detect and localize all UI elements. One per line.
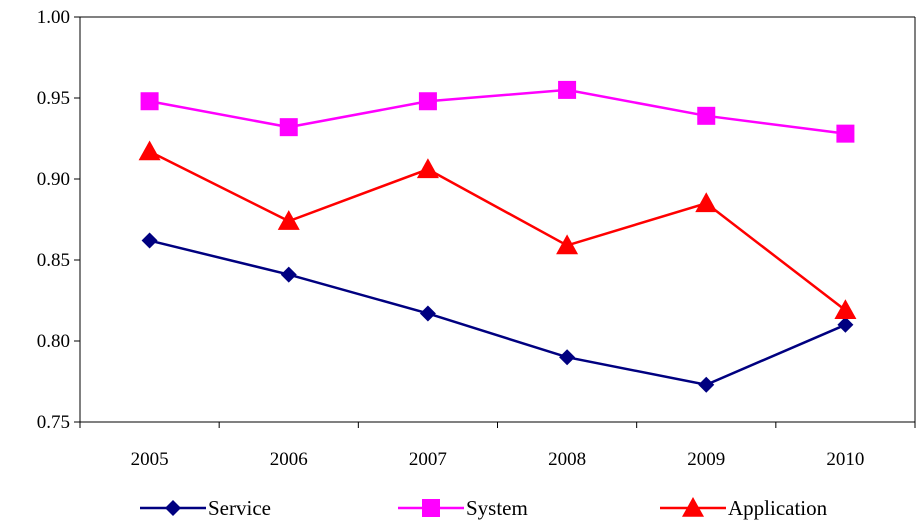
x-tick-label: 2005 bbox=[131, 449, 169, 470]
axes bbox=[79, 16, 916, 423]
data-point-application bbox=[695, 192, 718, 213]
data-point-service bbox=[559, 349, 576, 366]
legend-marker-application bbox=[682, 497, 704, 517]
legend: Service System Application bbox=[140, 496, 828, 520]
y-tick-label: 0.75 bbox=[37, 412, 70, 433]
series-line-service bbox=[149, 239, 846, 387]
y-tick-label: 0.95 bbox=[37, 88, 70, 109]
x-axis-ticks: 2005 2006 2007 2008 2009 2010 bbox=[79, 422, 916, 470]
data-point-system bbox=[697, 106, 716, 125]
x-tick-label: 2009 bbox=[687, 449, 725, 470]
x-tick-label: 2007 bbox=[409, 449, 447, 470]
data-point-application bbox=[556, 234, 579, 255]
data-point-system bbox=[558, 80, 577, 99]
x-tick-label: 2010 bbox=[826, 449, 864, 470]
data-point-application bbox=[277, 210, 300, 230]
data-point-application bbox=[138, 140, 161, 161]
data-point-application bbox=[834, 299, 857, 320]
data-point-service bbox=[837, 316, 854, 333]
data-point-system bbox=[836, 124, 855, 143]
y-tick-label: 0.85 bbox=[37, 250, 70, 271]
y-tick-label: 0.80 bbox=[37, 331, 70, 352]
series-system bbox=[140, 80, 855, 143]
legend-item-service: Service bbox=[140, 496, 271, 520]
legend-marker-system bbox=[422, 499, 440, 517]
series-service bbox=[141, 232, 854, 393]
y-tick-label: 0.90 bbox=[37, 169, 70, 190]
legend-label-application: Application bbox=[728, 496, 828, 520]
series-layer bbox=[138, 80, 857, 393]
y-axis-ticks: 0.75 0.80 0.85 0.90 0.95 1.00 bbox=[37, 7, 80, 433]
series-line-system bbox=[149, 88, 846, 135]
series-application bbox=[138, 140, 857, 320]
x-tick-label: 2008 bbox=[548, 449, 586, 470]
data-point-application bbox=[416, 158, 439, 179]
data-point-service bbox=[280, 266, 297, 283]
data-point-system bbox=[418, 92, 437, 111]
legend-label-service: Service bbox=[208, 496, 271, 520]
x-tick-label: 2006 bbox=[270, 449, 308, 470]
legend-item-application: Application bbox=[660, 496, 828, 520]
legend-marker-service bbox=[165, 500, 181, 516]
data-point-service bbox=[419, 305, 436, 322]
data-point-system bbox=[140, 92, 159, 111]
data-point-service bbox=[141, 232, 158, 249]
data-point-service bbox=[698, 376, 715, 393]
legend-label-system: System bbox=[466, 496, 528, 520]
data-point-system bbox=[279, 118, 298, 137]
series-line-application bbox=[149, 150, 847, 312]
y-tick-label: 1.00 bbox=[37, 7, 70, 28]
legend-item-system: System bbox=[398, 496, 528, 520]
